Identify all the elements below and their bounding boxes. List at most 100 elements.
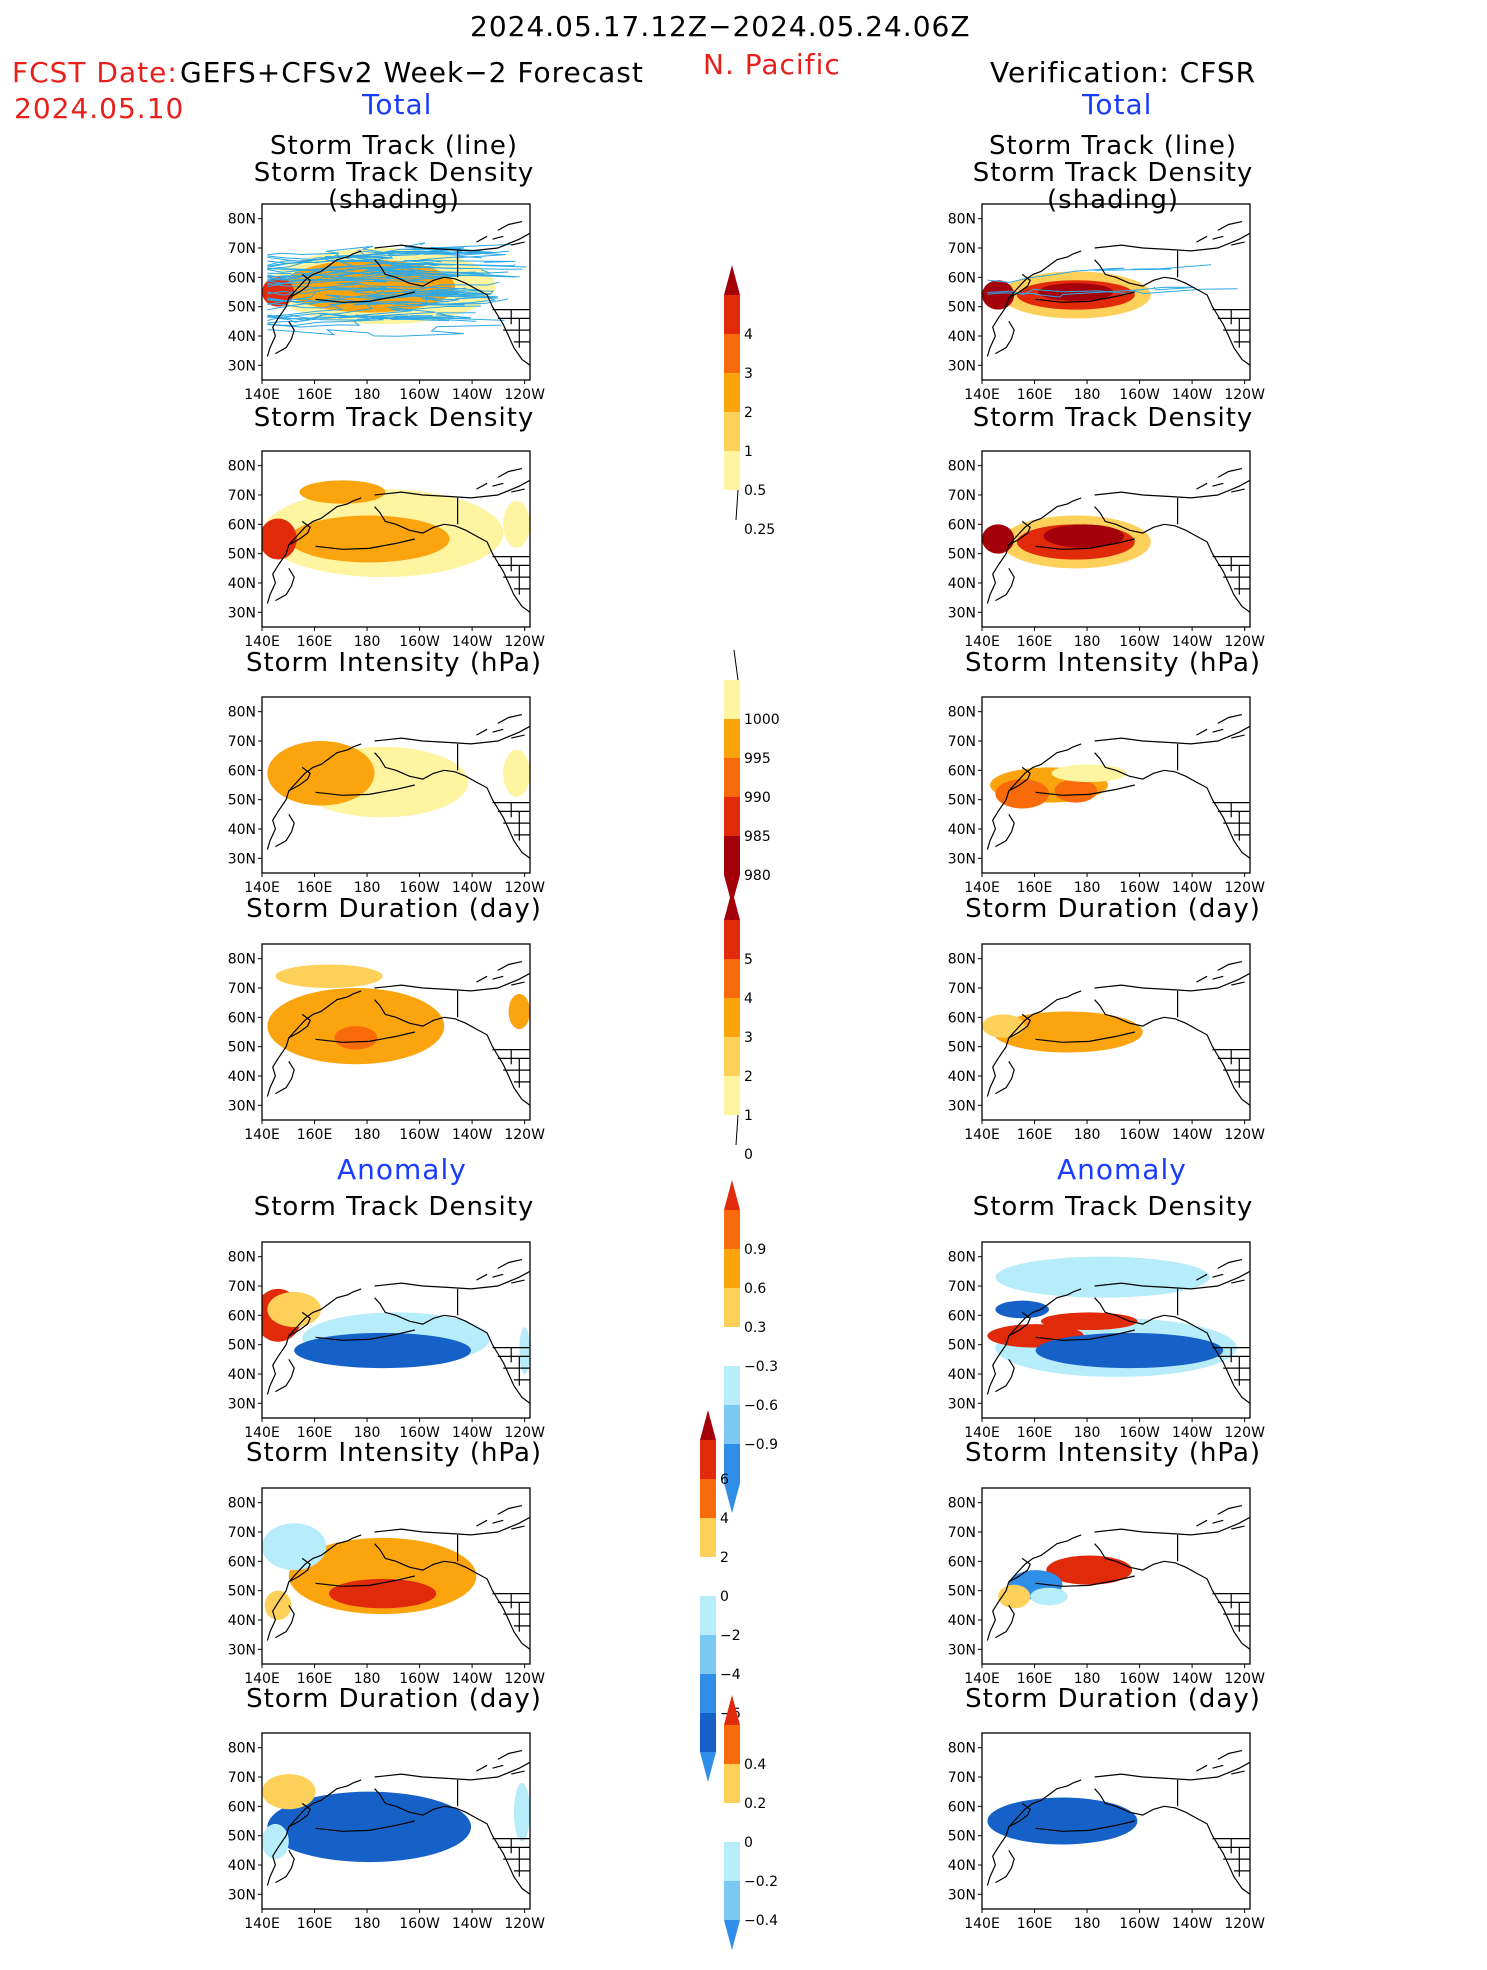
coastline-0	[986, 1779, 1082, 1886]
colorbar-segment	[724, 1803, 740, 1842]
map-panel-L3: 80N 70N 60N 50N 40N 30N 140E 160E 180 160W 140W 120…	[228, 943, 545, 1143]
colorbar-label: 0.6	[744, 1281, 766, 1297]
colorbar-label: 0.25	[744, 522, 775, 538]
shade-region	[334, 1026, 378, 1050]
y-tick-label: 60N	[228, 1010, 256, 1026]
colorbar-segment	[724, 1037, 740, 1076]
coastline-1	[1008, 1311, 1031, 1337]
coastline-5	[374, 972, 530, 992]
colorbar-label: 0.9	[744, 1242, 766, 1258]
map-shading	[986, 1256, 1250, 1404]
colorbar-segment	[724, 1842, 740, 1881]
colorbar-top-arrow	[724, 1695, 740, 1725]
coastline-4	[315, 784, 415, 796]
y-tick-label: 40N	[228, 329, 256, 345]
x-tick-label: 120W	[504, 387, 545, 403]
y-tick-label: 80N	[948, 1496, 976, 1512]
map-panel-R6: 80N 70N 60N 50N 40N 30N 140E 160E 180 160W 140W 120…	[948, 1732, 1265, 1932]
x-tick-label: 120W	[1224, 1425, 1265, 1441]
verification-label: Verification: CFSR	[990, 56, 1257, 89]
map-frame	[981, 203, 1251, 381]
x-tick-label: 120W	[504, 1916, 545, 1932]
shade-region	[262, 518, 297, 560]
y-tick-label: 70N	[948, 981, 976, 997]
coastline-14	[1212, 975, 1224, 980]
coastline-13	[1217, 1505, 1243, 1515]
x-tick-label: 160E	[1017, 1425, 1053, 1441]
y-tick-label: 80N	[228, 1496, 256, 1512]
map-panel-L4: 80N 70N 60N 50N 40N 30N 140E 160E 180 160W 140W 120…	[228, 1241, 545, 1441]
map-panel-R3: 80N 70N 60N 50N 40N 30N 140E 160E 180 160W 140W 120…	[948, 943, 1265, 1143]
x-tick-label: 160E	[297, 1916, 333, 1932]
y-tick-label: 80N	[948, 1741, 976, 1757]
coastline-5	[374, 1516, 530, 1536]
y-tick-label: 80N	[228, 952, 256, 968]
x-tick-label: 140E	[244, 1916, 280, 1932]
coastline-16	[1231, 241, 1245, 246]
x-tick-label: 180	[1074, 634, 1101, 650]
coastline-3	[1094, 259, 1250, 366]
coastline-14	[1212, 1519, 1224, 1524]
x-tick-label: 140E	[964, 1127, 1000, 1143]
colorbar-label: 2	[744, 1069, 753, 1085]
map-panel-R0: 80N 70N 60N 50N 40N 30N 140E 160E 180 160W 140W 120…	[948, 203, 1265, 403]
shade-region	[995, 1256, 1210, 1298]
map-body: 80N 70N 60N 50N 40N 30N 140E 160E 180 160W 140W 120…	[948, 450, 1265, 650]
coastline-1	[288, 1013, 311, 1039]
colorbar-segment	[700, 1596, 716, 1635]
colorbar-label: 0.5	[744, 483, 766, 499]
map-body: 80N 70N 60N 50N 40N 30N 140E 160E 180 160W 140W 120…	[228, 943, 545, 1143]
coastline-2	[995, 813, 1015, 848]
title-line2: Storm Track Density (shading)	[972, 158, 1254, 215]
title-anom-density-ver: Storm Track Density	[972, 1192, 1254, 1222]
shade-region	[262, 1774, 316, 1810]
shade-region	[267, 988, 445, 1065]
coastline-16	[1231, 1525, 1245, 1530]
coastline-0	[986, 497, 1082, 604]
x-tick-label: 180	[354, 880, 381, 896]
coastline-4	[1035, 784, 1135, 796]
colorbar-segment	[700, 1635, 716, 1674]
coastline-4	[1035, 1329, 1135, 1341]
y-tick-label: 30N	[228, 1098, 256, 1114]
y-tick-label: 30N	[948, 1396, 976, 1412]
x-tick-label: 120W	[1224, 387, 1265, 403]
colorbar-label: 0.2	[744, 1796, 766, 1812]
colorbar-label: −0.3	[744, 1359, 778, 1375]
x-tick-label: 140E	[244, 880, 280, 896]
coastline-13	[497, 1505, 523, 1515]
coastline-14	[1212, 1764, 1224, 1769]
coastline-13	[1217, 714, 1243, 724]
y-tick-label: 70N	[228, 1525, 256, 1541]
shade-region	[1051, 764, 1127, 783]
colorbar-label: 1	[744, 444, 753, 460]
shade-region	[982, 280, 1015, 310]
colorbar-segment	[724, 680, 740, 719]
y-tick-label: 30N	[948, 851, 976, 867]
shade-region	[267, 1791, 472, 1863]
colorbar-top-arrow	[700, 1410, 716, 1440]
map-panel-L1: 80N 70N 60N 50N 40N 30N 140E 160E 180 160W 140W 120…	[228, 450, 545, 650]
shade-region	[982, 524, 1015, 554]
coastline-3	[1094, 999, 1250, 1106]
storm-track-line	[267, 281, 482, 296]
storm-track-line	[987, 286, 1195, 298]
coastline-3	[374, 1297, 530, 1404]
y-tick-label: 40N	[948, 576, 976, 592]
colorbar-label: −0.4	[744, 1913, 778, 1929]
coastline-2	[275, 567, 295, 602]
x-tick-label: 140W	[1172, 1425, 1213, 1441]
map-panel-L0: 80N 70N 60N 50N 40N 30N 140E 160E 180 160W 140W 120…	[228, 203, 545, 403]
x-tick-label: 160E	[297, 634, 333, 650]
coastline-16	[1231, 488, 1245, 493]
coastline-2	[995, 1358, 1015, 1393]
coastline-13	[1217, 1259, 1243, 1269]
map-shading	[986, 1750, 1250, 1895]
coastline-5	[374, 232, 530, 252]
y-tick-label: 60N	[228, 763, 256, 779]
coastline-4	[315, 291, 415, 303]
title-anom-duration-ver: Storm Duration (day)	[965, 1684, 1261, 1714]
y-tick-label: 60N	[228, 1554, 256, 1570]
colorbar-segment	[724, 373, 740, 412]
